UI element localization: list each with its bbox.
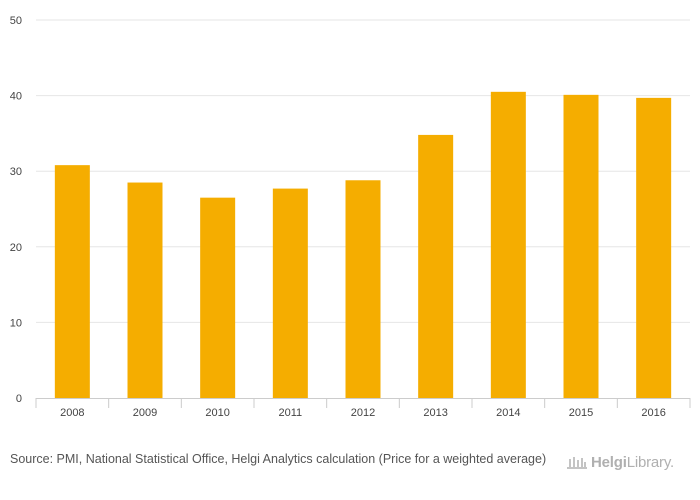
source-note: Source: PMI, National Statistical Office… (10, 452, 547, 466)
bar-2010[interactable] (200, 197, 236, 398)
x-tick-label: 2012 (351, 407, 375, 419)
y-tick-label: 50 (10, 15, 22, 27)
y-tick-label: 20 (10, 242, 22, 254)
helgi-library-logo[interactable]: HelgiLibrary. (566, 452, 674, 472)
bar-2011[interactable] (272, 188, 308, 398)
y-tick-label: 10 (10, 317, 22, 329)
y-tick-label: 30 (10, 166, 22, 178)
bar-2009[interactable] (127, 182, 163, 398)
y-axis-ticks: 0 10 20 30 40 50 (10, 15, 22, 405)
x-axis (35, 398, 691, 408)
x-tick-label: 2010 (205, 407, 229, 419)
bars (54, 91, 672, 399)
x-tick-label: 2013 (423, 407, 447, 419)
bar-2015[interactable] (563, 94, 599, 399)
x-tick-label: 2015 (569, 407, 593, 419)
x-tick-label: 2008 (60, 407, 84, 419)
bar-2013[interactable] (418, 134, 454, 399)
bar-2012[interactable] (345, 180, 381, 398)
x-tick-label: 2016 (641, 407, 665, 419)
x-tick-label: 2014 (496, 407, 520, 419)
x-axis-ticks: 2008 2009 2010 2011 2012 2013 2014 2015 2016 (60, 407, 666, 419)
logo-text: HelgiLibrary. (591, 454, 674, 471)
bar-2008[interactable] (54, 165, 90, 398)
y-tick-label: 0 (16, 393, 22, 405)
y-tick-label: 40 (10, 91, 22, 103)
x-tick-label: 2011 (279, 407, 303, 419)
logo-text-bold: Helgi (591, 453, 627, 471)
library-building-icon (567, 457, 587, 469)
bar-2016[interactable] (636, 97, 672, 399)
logo-text-rest: Library. (626, 453, 675, 471)
x-tick-label: 2009 (133, 407, 157, 419)
bar-2014[interactable] (490, 91, 526, 398)
